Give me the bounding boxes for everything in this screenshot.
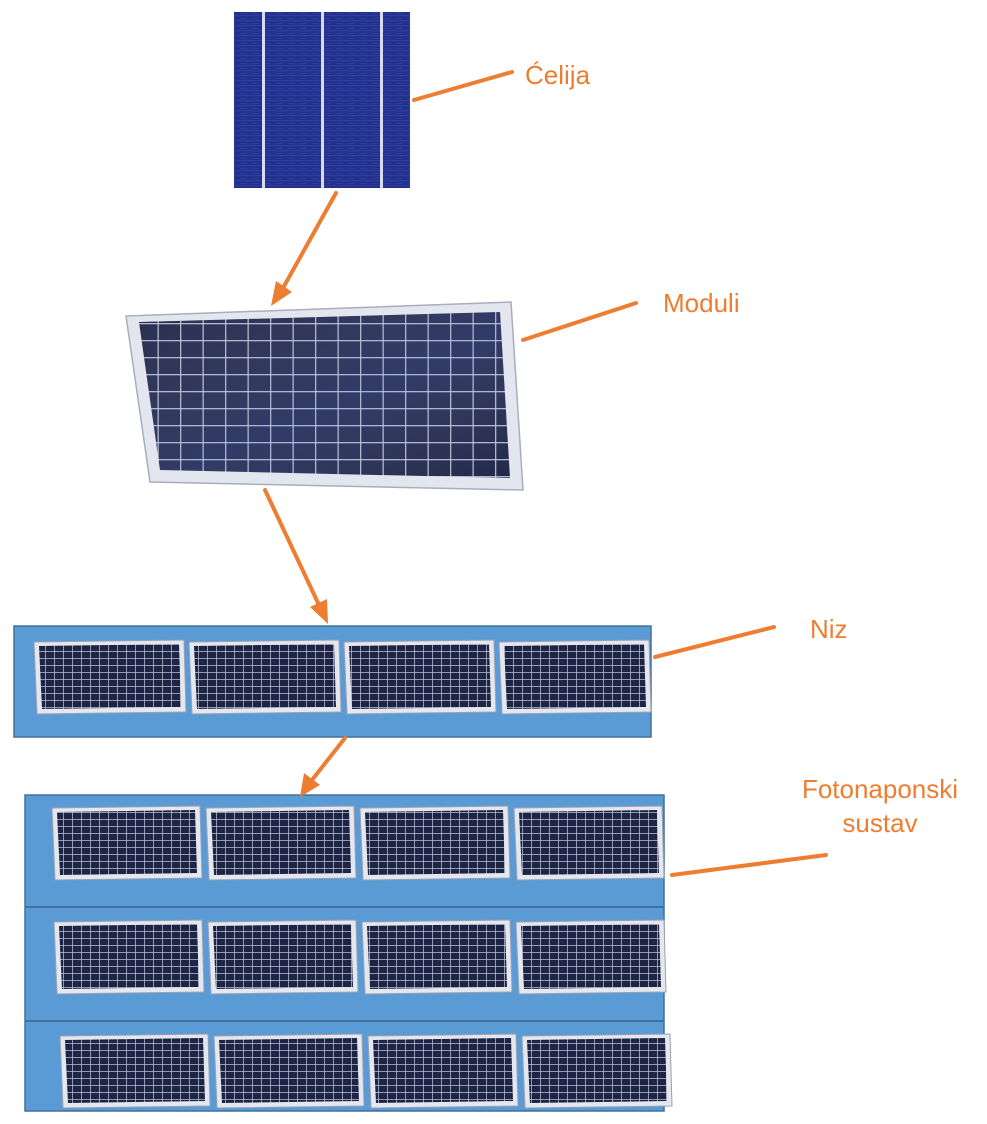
mini-module (51, 805, 203, 881)
arrowhead-icon (300, 773, 320, 797)
arrow-string-to-system (310, 736, 347, 782)
mini-module (367, 1033, 519, 1109)
string-label: Niz (810, 614, 848, 644)
mini-module (521, 1033, 673, 1109)
module-label-leader (521, 301, 638, 342)
cell-busbar (262, 12, 265, 188)
pv-system-label-line2: sustav (842, 808, 918, 838)
arrow-cell-to-module (281, 191, 338, 290)
mini-module (213, 1033, 365, 1109)
arrowhead-icon (310, 599, 328, 624)
string-label-leader (653, 625, 776, 659)
string-panel (13, 625, 652, 738)
solar-cell-image (234, 12, 410, 188)
module-label: Moduli (663, 288, 740, 318)
mini-module (207, 919, 359, 995)
solar-module-image (125, 301, 524, 491)
mini-module (343, 639, 497, 715)
pv-system-label-line1: Fotonaponski (801, 774, 959, 804)
mini-module (59, 1033, 211, 1109)
mini-module (513, 805, 665, 881)
mini-module (205, 805, 357, 881)
mini-module (515, 919, 667, 995)
mini-module (498, 639, 652, 715)
pv-system-label: Fotonaponski sustav (780, 772, 980, 840)
system-label-leader (670, 853, 828, 877)
mini-module (33, 639, 187, 715)
cell-label-leader (412, 70, 514, 102)
mini-module (359, 805, 511, 881)
cell-busbar (380, 12, 383, 188)
cell-label: Ćelija (525, 60, 591, 90)
mini-module (53, 919, 205, 995)
pv-system-panel (24, 794, 673, 1112)
mini-module (188, 639, 342, 715)
mini-module (361, 919, 513, 995)
arrowhead-icon (271, 281, 292, 306)
cell-busbar (321, 12, 324, 188)
arrow-module-to-string (263, 488, 321, 607)
